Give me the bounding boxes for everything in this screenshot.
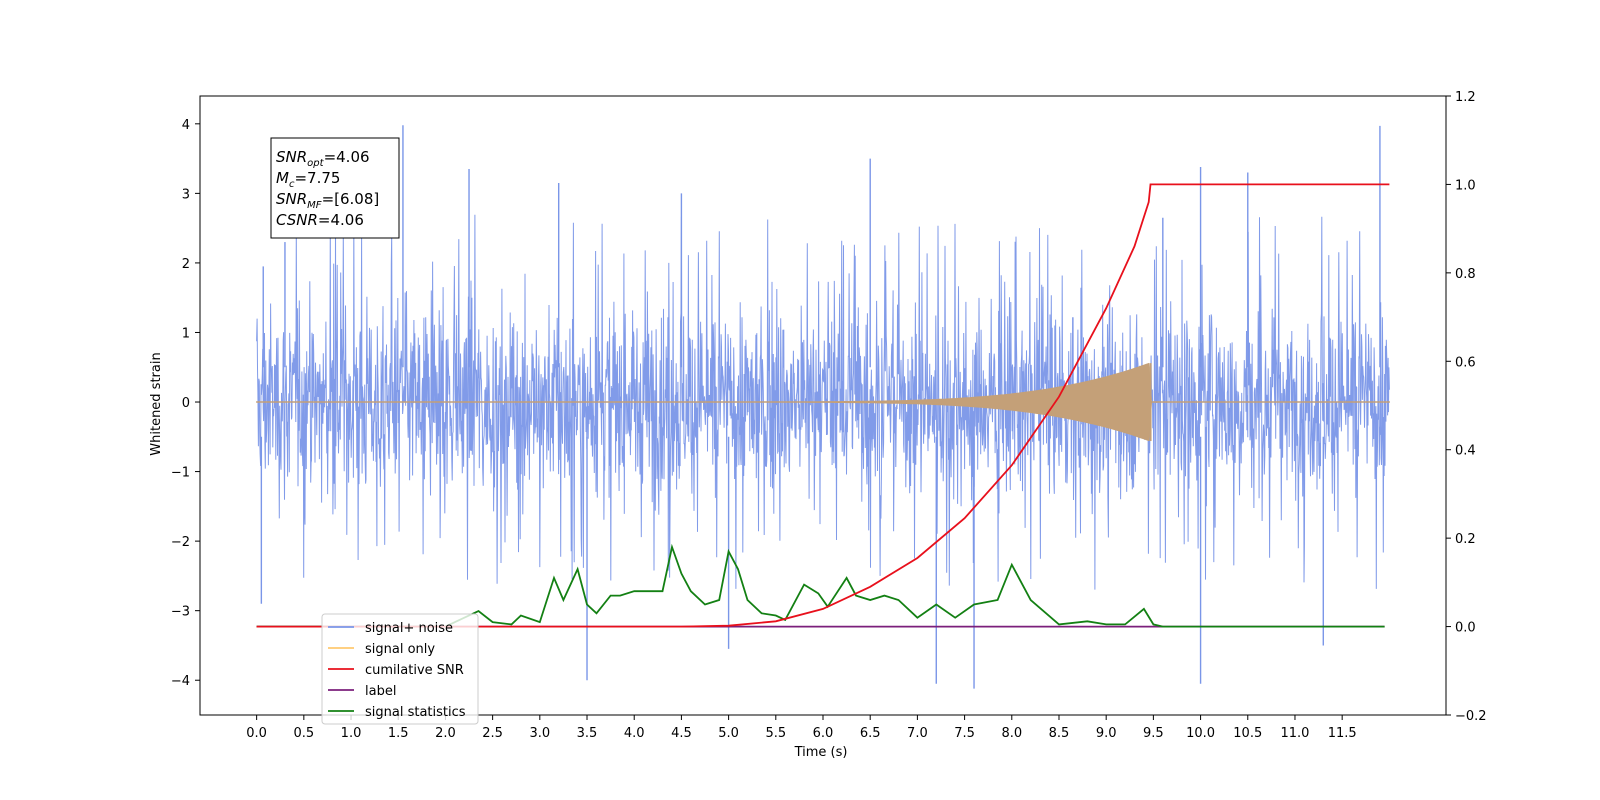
plot-area (199, 95, 1447, 716)
y-tick-label: 0 (182, 396, 190, 411)
legend-frame (321, 613, 479, 725)
y-tick-label: 4 (182, 118, 190, 133)
annotation-line: CSNR=4.06 (276, 211, 364, 229)
x-tick-label: 0.5 (293, 726, 314, 741)
y2-axis-ticks: 1.2 1.0 0.8 0.6 0.4 0.2 0.0 −0.2 (1446, 90, 1487, 724)
annotation-value: =4.06 (324, 148, 370, 166)
x-axis-label: Time (s) (794, 745, 848, 760)
annotation-value: =[6.08] (322, 190, 380, 208)
y-axis-label: Whitened strain (149, 352, 164, 455)
x-tick-label: 0.0 (246, 726, 267, 741)
x-tick-label: 5.5 (765, 726, 786, 741)
y2-tick-label: 0.8 (1455, 267, 1476, 282)
x-tick-label: 9.0 (1096, 726, 1117, 741)
series-signal-noise (256, 125, 1390, 689)
x-tick-label: 3.5 (577, 726, 598, 741)
legend-label: signal+ noise (365, 621, 453, 636)
annotation-value: =7.75 (294, 169, 340, 187)
x-tick-label: 4.5 (671, 726, 692, 741)
series-layer (256, 125, 1390, 689)
x-tick-label: 4.0 (624, 726, 645, 741)
x-tick-label: 5.0 (718, 726, 739, 741)
y-tick-label: 1 (182, 326, 190, 341)
legend-label: label (365, 684, 396, 699)
x-tick-label: 1.0 (341, 726, 362, 741)
y2-tick-label: 1.2 (1455, 90, 1476, 105)
y2-tick-label: 1.0 (1455, 178, 1476, 193)
annotation-value: =4.06 (318, 211, 364, 229)
annotation-symbol: M (276, 169, 289, 187)
annotation-line: SNRMF=[6.08] (276, 190, 379, 211)
y2-tick-label: −0.2 (1455, 709, 1487, 724)
annotation-line: SNRopt=4.06 (276, 148, 370, 169)
x-tick-label: 11.0 (1280, 726, 1309, 741)
signal-noise-trace (256, 214, 1390, 590)
legend-label: cumilative SNR (365, 663, 464, 678)
annotation-subscript: opt (307, 158, 324, 169)
x-tick-label: 7.5 (954, 726, 975, 741)
x-tick-label: 8.0 (1001, 726, 1022, 741)
x-tick-label: 2.0 (435, 726, 456, 741)
y-tick-label: 3 (182, 187, 190, 202)
x-tick-label: 1.5 (388, 726, 409, 741)
x-tick-label: 10.0 (1186, 726, 1215, 741)
x-tick-label: 9.5 (1143, 726, 1164, 741)
signal-only-envelope (256, 362, 1390, 442)
annotation-symbol: SNR (276, 148, 307, 166)
x-tick-label: 6.0 (813, 726, 834, 741)
annotation-frame (270, 137, 400, 239)
x-tick-label: 8.5 (1049, 726, 1070, 741)
y-tick-label: −2 (171, 535, 190, 550)
y2-tick-label: 0.0 (1455, 621, 1476, 636)
x-tick-label: 7.0 (907, 726, 928, 741)
y-tick-label: −3 (171, 605, 190, 620)
y-tick-label: 2 (182, 257, 190, 272)
annotation-line: Mc=7.75 (276, 169, 340, 190)
series-signal-only (256, 362, 1390, 442)
annotation-subscript: c (289, 179, 295, 190)
annotation-symbol: CSNR (276, 211, 318, 229)
x-tick-label: 6.5 (860, 726, 881, 741)
y2-tick-label: 0.4 (1455, 444, 1476, 459)
x-tick-label: 2.5 (482, 726, 503, 741)
y-tick-label: −4 (171, 674, 190, 689)
x-tick-label: 3.0 (529, 726, 550, 741)
legend-label: signal only (365, 642, 435, 657)
y2-tick-label: 0.2 (1455, 532, 1476, 547)
series-cumulative-snr (256, 183, 1390, 628)
series-signal-statistics (256, 543, 1385, 628)
x-tick-label: 11.5 (1328, 726, 1357, 741)
x-axis-ticks: 0.0 0.5 1.0 1.5 2.0 2.5 3.0 3.5 4.0 4.5 5.0 5.5 6.0 6… (246, 715, 1357, 741)
y2-tick-label: 0.6 (1455, 355, 1476, 370)
y-tick-label: −1 (171, 466, 190, 481)
annotation-subscript: MF (307, 200, 322, 211)
legend-label: signal statistics (365, 705, 466, 720)
x-tick-label: 10.5 (1233, 726, 1262, 741)
y-axis-ticks: 4 3 2 1 0 −1 −2 −3 −4 (171, 118, 200, 689)
annotation-symbol: SNR (276, 190, 307, 208)
legend: signal+ noise signal only cumilative SNR la… (321, 613, 479, 725)
